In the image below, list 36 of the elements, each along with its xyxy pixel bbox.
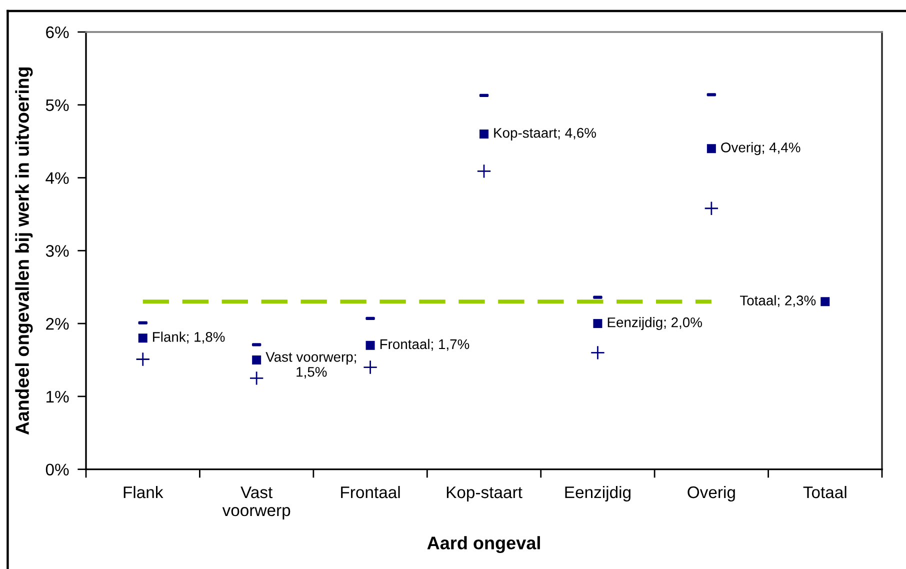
point: [252, 355, 262, 364]
point: [593, 319, 602, 328]
point: [820, 297, 830, 306]
data-label: Kop-staart; 4,6%: [494, 128, 596, 141]
y-tick-label: 3%: [46, 245, 69, 257]
y-tick-label: 1%: [46, 390, 69, 403]
x-tick-label: Flank: [124, 486, 164, 498]
y-axis-title: Aandeel ongevallen bij werk in uitvoering: [15, 67, 33, 435]
x-tick-label: Frontaal: [341, 486, 400, 498]
y-tick-label: 2%: [46, 318, 69, 330]
point: [480, 130, 488, 139]
data-label: Overig; 4,4%: [721, 142, 800, 156]
y-tick-label: 6%: [46, 26, 69, 38]
x-axis-title: Aard ongeval: [427, 536, 540, 554]
point: [476, 164, 492, 178]
data-label: Frontaal; 1,7%: [380, 338, 470, 351]
x-tick-label: Kop-staart: [446, 486, 522, 502]
x-tick-label: Vast voorwerp: [222, 486, 290, 520]
point: [138, 334, 148, 343]
point: [363, 360, 378, 375]
y-tick-label: 0%: [46, 464, 69, 476]
data-label: Flank; 1,8%: [153, 332, 225, 344]
data-label: Totaal; 2,3%: [740, 295, 816, 308]
y-tick-label: 5%: [46, 99, 69, 112]
point: [590, 345, 605, 360]
point: [706, 144, 716, 154]
point: [249, 370, 264, 386]
x-tick-label: Totaal: [803, 486, 846, 498]
x-tick-label: Overig: [688, 486, 735, 502]
x-tick-label: Eenzijdig: [565, 486, 630, 502]
y-tick-label: 4%: [46, 172, 69, 184]
point: [366, 340, 375, 350]
point: [704, 201, 719, 216]
data-label: Eenzijdig; 2,0%: [608, 317, 702, 330]
point: [136, 352, 150, 367]
data-label: Vast voorwerp; 1,5%: [266, 352, 356, 378]
